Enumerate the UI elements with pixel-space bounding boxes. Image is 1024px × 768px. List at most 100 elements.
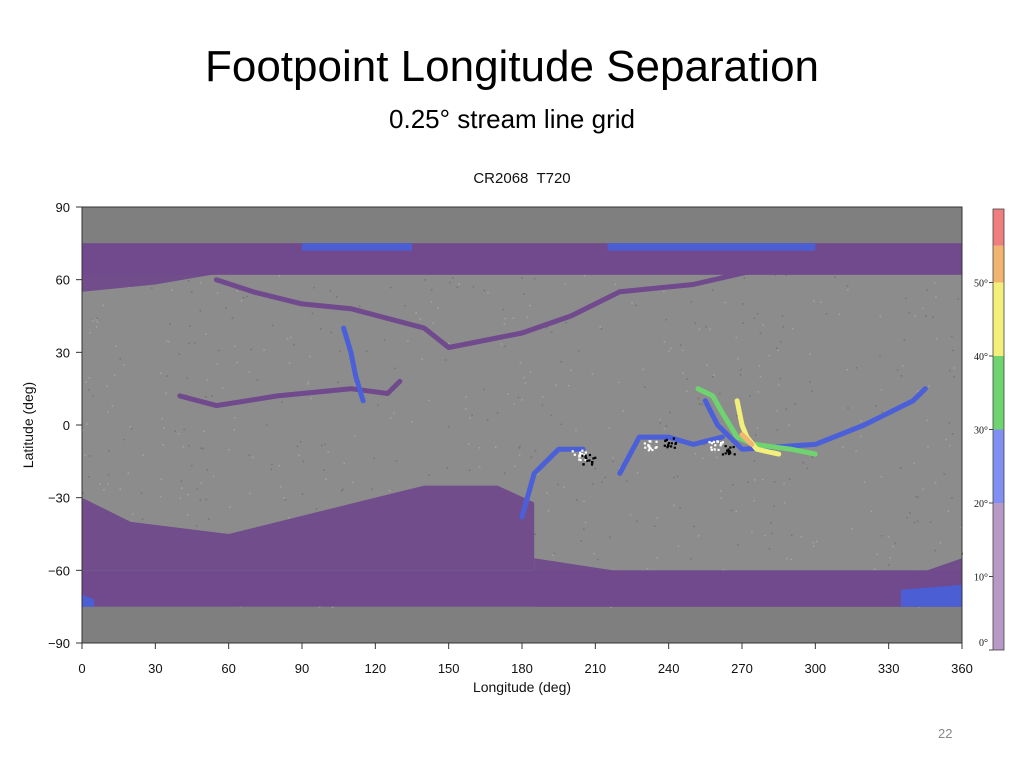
sunspot-pixel [588, 453, 592, 457]
sunspot-pixel [713, 448, 716, 451]
speckle-dot [471, 414, 473, 416]
speckle-dot [315, 508, 318, 510]
speckle-dot [88, 389, 90, 391]
speckle-dot [407, 340, 409, 342]
speckle-dot [99, 483, 101, 485]
speckle-dot [430, 288, 433, 291]
x-tick-label: 120 [364, 661, 386, 676]
speckle-dot [870, 510, 873, 513]
speckle-dot [428, 474, 430, 477]
speckle-dot [909, 512, 911, 514]
speckle-dot [762, 324, 765, 326]
sunspot-pixel [588, 459, 591, 462]
speckle-dot [791, 534, 793, 536]
speckle-dot [816, 540, 818, 543]
speckle-dot [913, 462, 915, 465]
speckle-dot [82, 429, 84, 432]
speckle-dot [768, 547, 771, 550]
sunspot-pixel [710, 446, 713, 449]
speckle-dot [206, 378, 208, 381]
sunspot-pixel [655, 440, 658, 443]
speckle-dot [467, 443, 470, 445]
speckle-dot [299, 440, 302, 443]
colorbar-tick-label: 10° [974, 573, 988, 584]
speckle-dot [934, 549, 936, 552]
speckle-dot [612, 457, 614, 459]
sunspot-pixel [647, 449, 650, 452]
speckle-dot [271, 324, 274, 327]
speckle-dot [599, 326, 601, 328]
speckle-dot [432, 322, 435, 324]
sunspot-pixel [581, 449, 584, 452]
speckle-dot [719, 392, 721, 395]
speckle-dot [542, 395, 544, 398]
sunspot-cluster [663, 437, 678, 449]
speckle-dot [88, 455, 91, 457]
speckle-dot [419, 318, 421, 320]
speckle-dot [916, 520, 919, 523]
speckle-dot [600, 328, 603, 330]
separation-patch [534, 558, 962, 607]
speckle-dot [656, 517, 659, 519]
speckle-dot [313, 286, 315, 289]
speckle-dot [612, 460, 615, 463]
speckle-dot [597, 558, 599, 561]
speckle-dot [791, 327, 794, 330]
sunspot-pixel [726, 449, 729, 452]
speckle-dot [642, 368, 645, 371]
speckle-dot [113, 374, 116, 377]
sunspot-pixel [573, 453, 576, 456]
sunspot-pixel [721, 453, 725, 456]
sunspot-pixel [727, 448, 730, 451]
speckle-dot [904, 297, 907, 300]
speckle-dot [580, 540, 583, 542]
speckle-dot [635, 304, 637, 307]
speckle-dot [174, 430, 176, 433]
sunspot-pixel [673, 446, 676, 449]
speckle-dot [896, 369, 899, 371]
sunspot-pixel [672, 437, 675, 440]
speckle-dot [555, 384, 557, 386]
x-tick-label: 270 [731, 661, 753, 676]
slide-title: Footpoint Longitude Separation [204, 42, 820, 91]
speckle-dot [500, 343, 503, 345]
speckle-dot [939, 542, 942, 544]
speckle-dot [162, 444, 165, 446]
speckle-dot [776, 347, 778, 350]
speckle-dot [914, 495, 917, 498]
separation-patch [900, 584, 962, 607]
speckle-dot [296, 445, 299, 448]
speckle-dot [545, 327, 548, 329]
speckle-dot [373, 457, 375, 460]
speckle-dot [553, 552, 556, 555]
speckle-dot [679, 507, 681, 509]
speckle-dot [84, 454, 86, 456]
speckle-dot [114, 345, 117, 347]
separation-patch [607, 243, 816, 251]
sunspot-cluster [708, 440, 725, 452]
x-axis-label: Longitude (deg) [473, 679, 571, 695]
speckle-dot [202, 447, 204, 450]
speckle-dot [447, 425, 450, 428]
speckle-dot [248, 454, 250, 456]
speckle-dot [847, 407, 849, 409]
colorbar-band-red [993, 209, 1004, 246]
speckle-dot [342, 488, 344, 491]
speckle-dot [663, 341, 666, 343]
speckle-dot [263, 349, 265, 351]
y-tick-label: 0 [63, 418, 70, 433]
speckle-dot [161, 417, 164, 420]
slide-subtitle: 0.25° stream line grid [389, 104, 635, 134]
sunspot-cluster [571, 449, 587, 462]
speckle-dot [880, 534, 883, 537]
speckle-dot [906, 516, 908, 519]
speckle-dot [560, 360, 562, 363]
speckle-dot [151, 287, 153, 289]
speckle-dot [483, 289, 486, 292]
speckle-dot [199, 282, 202, 284]
speckle-dot [782, 326, 784, 328]
sunspot-pixel [579, 451, 582, 454]
sunspot-pixel [733, 453, 736, 456]
speckle-dot [859, 419, 862, 422]
speckle-dot [926, 289, 928, 291]
